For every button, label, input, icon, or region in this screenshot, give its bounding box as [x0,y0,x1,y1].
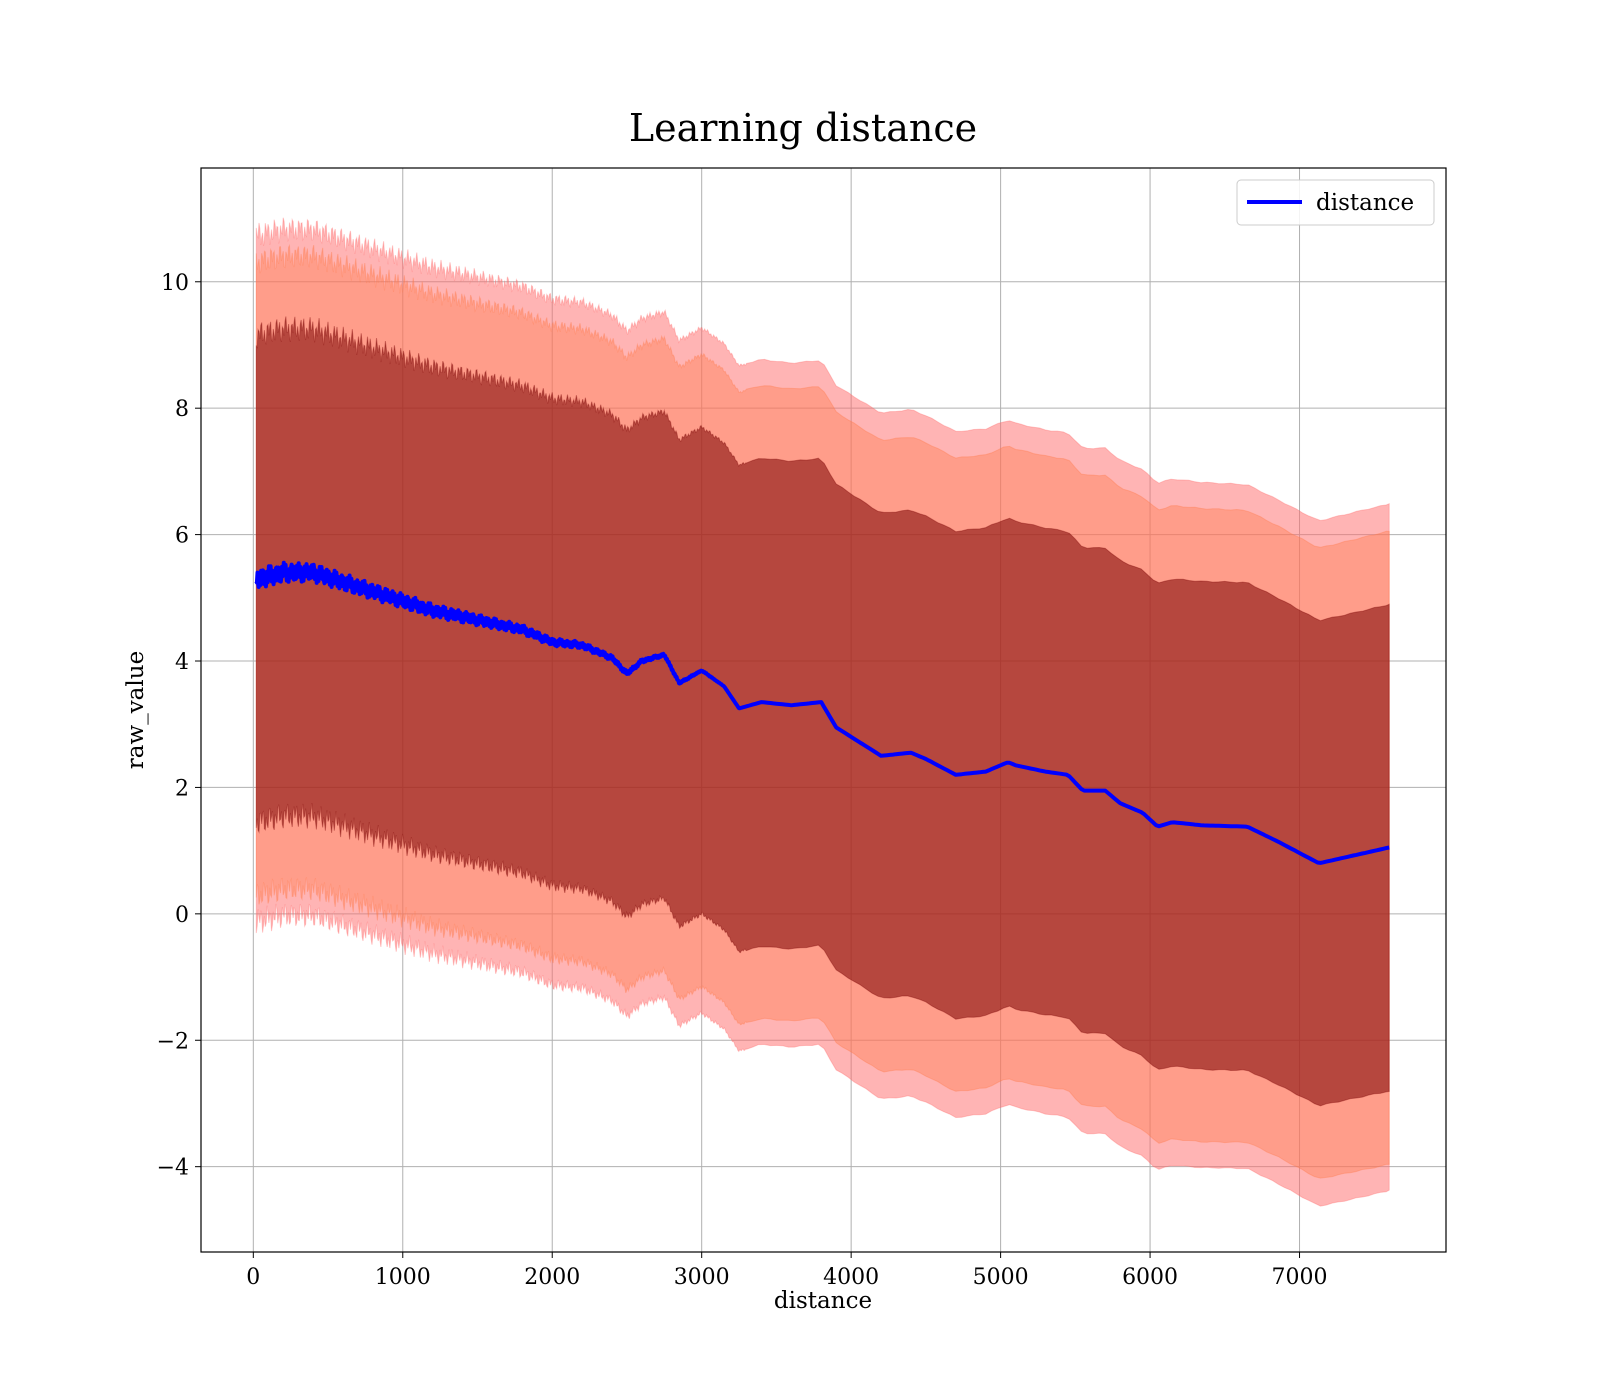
y-tick-label-4: 4 [175,650,189,675]
band-inner [255,316,1390,1107]
series-layer [254,560,1390,865]
y-axis-label: raw_value [123,651,149,769]
legend-label-distance: distance [1316,190,1414,216]
plot-frame [200,167,1447,1253]
series-line-distance [254,560,1390,865]
x-tick-label-2: 2000 [524,1265,580,1290]
y-tick-label-6: 8 [175,397,189,422]
x-tick-label-7: 7000 [1272,1265,1328,1290]
y-tick-label-7: 10 [161,271,189,296]
x-axis-label: distance [774,1288,872,1314]
chart-title: Learning distance [629,106,977,150]
y-tick-label-5: 6 [175,524,189,549]
confidence-bands [255,217,1390,1207]
y-tick-label-2: 0 [175,903,189,928]
x-tick-label-4: 4000 [823,1265,879,1290]
x-tick-label-5: 5000 [973,1265,1029,1290]
y-tick-label-3: 2 [175,776,189,801]
y-tick-label-0: −4 [157,1156,189,1181]
axis-ticks: 0 1000 2000 3000 4000 5000 6000 7000 −4 −2 0 2 4 6 8 10 [157,271,1328,1290]
legend-box [1236,179,1435,226]
x-tick-label-1: 1000 [375,1265,431,1290]
y-tick-label-1: −2 [157,1029,189,1054]
x-tick-label-3: 3000 [674,1265,730,1290]
legend: distance [1236,179,1435,226]
x-tick-label-6: 6000 [1122,1265,1178,1290]
x-tick-label-0: 0 [246,1265,260,1290]
